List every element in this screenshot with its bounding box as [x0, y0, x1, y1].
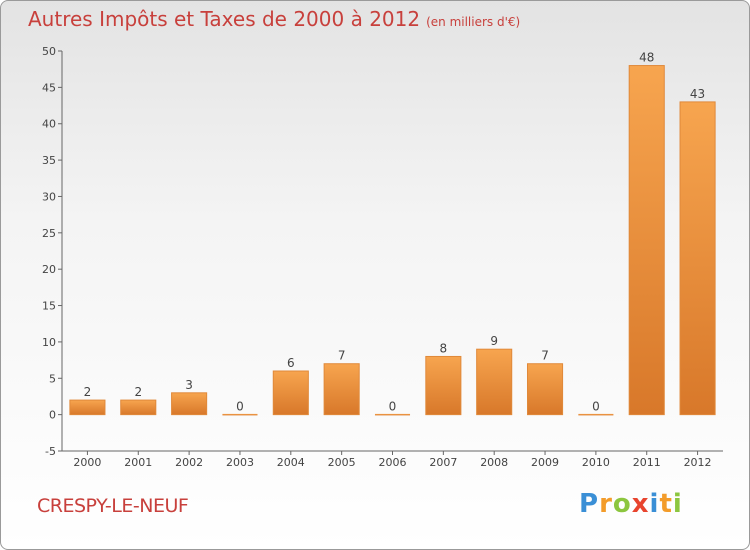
data-label-2002: 3: [185, 378, 193, 392]
x-tick-label: 2002: [175, 456, 203, 469]
logo-letter: r: [599, 489, 613, 519]
proxiti-logo: Proxiti: [579, 489, 683, 519]
town-name: CRESPY-LE-NEUF: [37, 495, 189, 517]
x-tick-label: 2004: [277, 456, 305, 469]
data-label-2008: 9: [490, 334, 498, 348]
bar-2003: [222, 413, 258, 416]
y-tick-label: 40: [42, 118, 56, 131]
data-label-2010: 0: [592, 400, 600, 414]
chart-title-text: Autres Impôts et Taxes de 2000 à 2012: [28, 7, 421, 31]
y-tick-label: 35: [42, 154, 56, 167]
x-tick-label: 2008: [480, 456, 508, 469]
y-tick-label: 0: [49, 409, 56, 422]
y-tick-label: 45: [42, 81, 56, 94]
bar-2012: [679, 101, 716, 416]
data-label-2003: 0: [236, 400, 244, 414]
bar-2005: [323, 363, 360, 416]
y-tick-label: 20: [42, 263, 56, 276]
data-label-2012: 43: [690, 87, 705, 101]
data-label-2007: 8: [440, 341, 448, 355]
bar-2007: [425, 355, 462, 416]
data-label-2001: 2: [134, 385, 142, 399]
x-tick-label: 2010: [582, 456, 610, 469]
logo-letter: o: [612, 489, 632, 519]
data-label-2009: 7: [541, 349, 549, 363]
data-label-2006: 0: [389, 400, 397, 414]
logo-letter: P: [579, 489, 600, 519]
x-tick-label: 2007: [429, 456, 457, 469]
y-tick-label: 5: [49, 372, 56, 385]
chart-title: Autres Impôts et Taxes de 2000 à 2012 (en…: [28, 7, 520, 31]
y-tick-label: 15: [42, 300, 56, 313]
data-labels: 2 2 3 0 6 7 0 8 9 7 0 48 43: [84, 51, 706, 414]
x-tick-label: 2011: [633, 456, 661, 469]
y-tick-label: -5: [45, 445, 56, 458]
x-tick-label: 2000: [73, 456, 101, 469]
bar-2009: [526, 363, 564, 416]
x-tick-label: 2001: [124, 456, 152, 469]
bar-2002: [171, 392, 208, 416]
data-label-2005: 7: [338, 349, 346, 363]
bar-2010: [578, 413, 614, 416]
x-tick-label: 2003: [226, 456, 254, 469]
logo-letter: t: [659, 489, 673, 519]
logo-letter: i: [672, 489, 683, 519]
bar-2004: [272, 370, 309, 416]
y-tick-label: 25: [42, 227, 56, 240]
x-tick-label: 2009: [531, 456, 559, 469]
bars: [69, 65, 716, 416]
x-tick-label: 2005: [328, 456, 356, 469]
bar-2011: [628, 65, 665, 416]
bar-2008: [476, 348, 513, 416]
data-label-2004: 6: [287, 356, 295, 370]
chart-subtitle: (en milliers d'€): [426, 15, 521, 29]
logo-letter: i: [649, 489, 660, 519]
logo-letter: x: [631, 489, 650, 519]
bar-2006: [374, 413, 411, 416]
bar-2000: [69, 399, 106, 416]
y-tick-label: 30: [42, 190, 56, 203]
data-label-2011: 48: [639, 51, 654, 65]
data-label-2000: 2: [84, 385, 92, 399]
y-tick-label: 50: [42, 45, 56, 58]
x-tick-label: 2006: [379, 456, 407, 469]
y-tick-label: 10: [42, 336, 56, 349]
bar-2001: [120, 399, 157, 416]
x-tick-label: 2012: [684, 456, 712, 469]
